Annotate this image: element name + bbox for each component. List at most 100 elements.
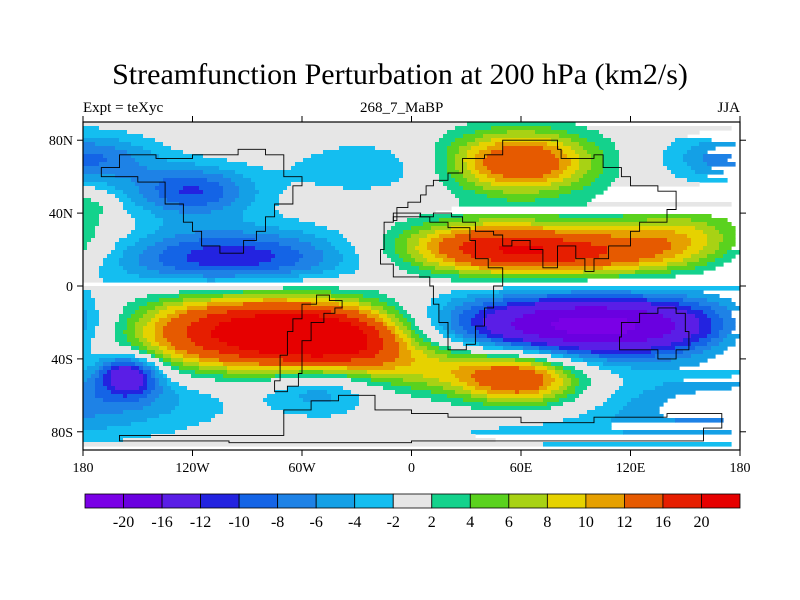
- field-cell: [419, 242, 428, 247]
- field-cell: [387, 294, 440, 299]
- axis-ticks: 180 120W 60W 0 60E 120E 180 80N 40N 0 40S 80S: [49, 116, 751, 476]
- field-cell: [139, 338, 148, 343]
- field-cell: [559, 386, 568, 391]
- field-cell: [567, 130, 600, 135]
- field-cell: [451, 278, 588, 283]
- field-cell: [323, 250, 340, 255]
- field-cell: [83, 122, 468, 127]
- field-cell: [343, 254, 360, 259]
- field-cell: [151, 374, 156, 379]
- field-cell: [311, 242, 332, 247]
- field-cell: [451, 226, 476, 231]
- field-cell: [143, 342, 152, 347]
- field-cell: [207, 302, 244, 307]
- field-cell: [371, 306, 384, 311]
- field-cell: [395, 338, 404, 343]
- field-cell: [423, 222, 448, 227]
- field-cell: [107, 190, 124, 195]
- field-cell: [399, 342, 408, 347]
- field-cell: [475, 162, 484, 167]
- field-cell: [691, 254, 708, 259]
- field-cell: [427, 354, 448, 359]
- field-cell: [83, 126, 100, 131]
- field-cell: [699, 250, 716, 255]
- field-cell: [111, 382, 144, 387]
- field-cell: [107, 426, 188, 431]
- field-cell: [155, 230, 196, 235]
- field-cell: [163, 222, 256, 227]
- field-cell: [439, 318, 452, 323]
- field-cell: [167, 314, 180, 319]
- field-cell: [411, 362, 532, 367]
- field-cell: [279, 198, 460, 203]
- field-cell: [239, 194, 256, 199]
- field-cell: [95, 298, 136, 303]
- field-cell: [435, 170, 448, 175]
- field-cell: [427, 382, 452, 387]
- field-cell: [563, 402, 604, 407]
- field-cell: [423, 350, 436, 355]
- field-cell: [175, 346, 204, 351]
- field-cell: [143, 146, 172, 151]
- field-cell: [171, 378, 216, 383]
- field-cell: [587, 362, 604, 367]
- field-cell: [83, 230, 96, 235]
- field-cell: [395, 238, 408, 243]
- field-cell: [447, 130, 476, 135]
- field-cell: [159, 394, 180, 399]
- field-cell: [87, 366, 100, 371]
- field-cell: [415, 258, 428, 263]
- field-cell: [579, 378, 592, 383]
- field-cell: [459, 198, 508, 203]
- field-cell: [147, 198, 168, 203]
- field-cell: [711, 306, 728, 311]
- field-cell: [139, 254, 160, 259]
- field-cell: [443, 334, 456, 339]
- field-cell: [491, 338, 504, 343]
- field-cell: [99, 214, 132, 219]
- field-cell: [563, 338, 648, 343]
- field-cell: [83, 402, 152, 407]
- field-cell: [235, 182, 256, 187]
- field-cell: [83, 370, 96, 375]
- field-cell: [87, 322, 100, 327]
- field-cell: [411, 262, 424, 267]
- field-cell: [459, 322, 472, 327]
- field-cell: [83, 410, 124, 415]
- field-cell: [91, 350, 140, 355]
- field-cell: [103, 378, 112, 383]
- field-cell: [95, 382, 104, 387]
- field-cell: [107, 370, 112, 375]
- field-cell: [179, 370, 196, 375]
- field-cell: [379, 334, 396, 339]
- field-cell: [631, 290, 704, 295]
- field-cell: [147, 294, 180, 299]
- field-cell: [111, 366, 120, 371]
- field-cell: [111, 370, 140, 375]
- field-cell: [83, 246, 88, 251]
- field-cell: [155, 326, 164, 331]
- field-cell: [567, 350, 592, 355]
- field-cell: [535, 358, 548, 363]
- field-cell: [351, 378, 372, 383]
- field-cell: [83, 354, 136, 359]
- field-cell: [491, 330, 524, 335]
- field-cell: [107, 158, 136, 163]
- field-cell: [403, 314, 412, 319]
- field-cell: [339, 274, 420, 279]
- field-cell: [647, 310, 688, 315]
- field-cell: [139, 186, 156, 191]
- field-cell: [159, 366, 172, 371]
- field-cell: [147, 378, 156, 383]
- field-cell: [83, 182, 108, 187]
- field-cell: [155, 338, 168, 343]
- field-cell: [383, 346, 400, 351]
- field-cell: [459, 318, 472, 323]
- field-cell: [123, 438, 496, 443]
- field-cell: [99, 358, 116, 363]
- field-cell: [395, 306, 404, 311]
- field-cell: [163, 218, 244, 223]
- field-cell: [547, 370, 556, 375]
- field-cell: [147, 382, 156, 387]
- field-cell: [135, 202, 156, 207]
